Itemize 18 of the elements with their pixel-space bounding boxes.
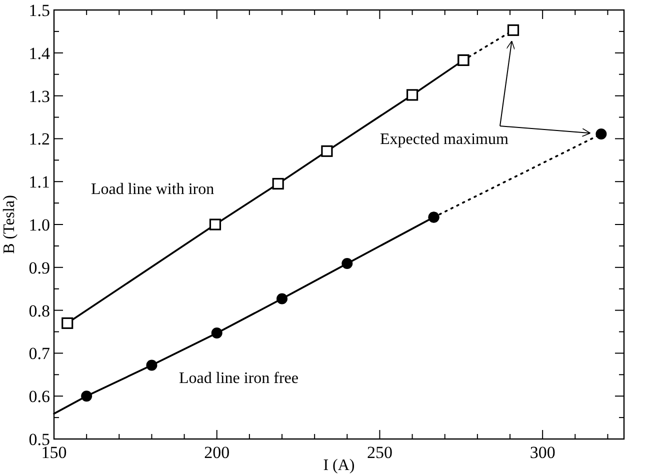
y-tick-label: 0.9	[28, 258, 50, 278]
annotation: Load line iron free	[179, 370, 298, 387]
y-tick-label: 1.1	[28, 172, 50, 192]
y-tick-label: 1.2	[28, 130, 50, 149]
y-tick-label: 1.5	[28, 1, 50, 20]
y-tick-label: 0.6	[28, 387, 50, 406]
x-axis-title: I (A)	[323, 457, 355, 474]
y-tick-label: 0.8	[28, 301, 50, 320]
y-tick-label: 1.4	[28, 44, 50, 63]
y-tick-label: 1.0	[28, 216, 50, 234]
x-tick-label: 300	[530, 443, 556, 462]
annotation: Load line with iron	[91, 181, 214, 198]
y-tick-label: 0.7	[28, 344, 50, 364]
annotation: Expected maximum	[380, 131, 509, 148]
y-axis-title: B (Tesla)	[1, 195, 18, 254]
x-tick-label: 200	[204, 443, 230, 462]
y-tick-label: 1.3	[28, 86, 50, 106]
x-tick-label: 250	[366, 443, 392, 462]
